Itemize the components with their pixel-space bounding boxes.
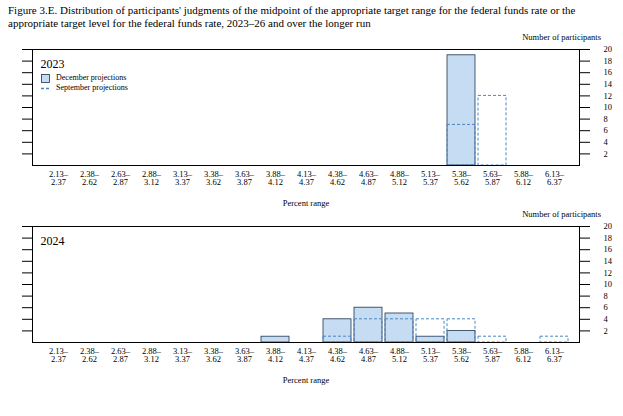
svg-text:18: 18 xyxy=(604,233,613,243)
svg-text:4: 4 xyxy=(604,314,609,324)
svg-text:4.38–4.62: 4.38–4.62 xyxy=(328,169,348,188)
svg-text:4.13–4.37: 4.13–4.37 xyxy=(297,346,317,365)
html-text:September projections: September projections xyxy=(56,83,128,92)
svg-text:20: 20 xyxy=(604,44,613,54)
html-text:Figure 3.E. Distribution of pa: Figure 3.E. Distribution of participants… xyxy=(8,4,576,29)
svg-text:4.38–4.62: 4.38–4.62 xyxy=(328,346,348,365)
svg-text:5.88–6.12: 5.88–6.12 xyxy=(514,346,534,365)
svg-text:6.13–6.37: 6.13–6.37 xyxy=(545,169,565,188)
svg-text:2.63–2.87: 2.63–2.87 xyxy=(111,346,131,365)
svg-text:5.38–5.62: 5.38–5.62 xyxy=(452,346,472,365)
svg-text:14: 14 xyxy=(604,256,613,266)
svg-text:5.13–5.37: 5.13–5.37 xyxy=(421,346,441,365)
svg-text:4: 4 xyxy=(604,137,609,147)
svg-text:3.38–3.62: 3.38–3.62 xyxy=(204,346,224,365)
svg-text:2: 2 xyxy=(604,149,608,159)
svg-text:18: 18 xyxy=(604,56,613,66)
svg-text:20: 20 xyxy=(604,221,613,231)
svg-text:2.88–3.12: 2.88–3.12 xyxy=(142,169,162,188)
svg-text:4.13–4.37: 4.13–4.37 xyxy=(297,169,317,188)
svg-text:8: 8 xyxy=(604,114,608,124)
html-text:December projections: December projections xyxy=(56,73,127,82)
svg-text:6: 6 xyxy=(604,302,608,312)
svg-text:3.88–4.12: 3.88–4.12 xyxy=(266,346,286,365)
svg-text:8: 8 xyxy=(604,291,608,301)
svg-text:5.88–6.12: 5.88–6.12 xyxy=(514,169,534,188)
svg-text:2: 2 xyxy=(604,326,608,336)
svg-text:12: 12 xyxy=(604,91,613,101)
svg-text:2023: 2023 xyxy=(41,57,65,71)
svg-text:5.63–5.87: 5.63–5.87 xyxy=(483,169,503,188)
svg-text:3.13–3.37: 3.13–3.37 xyxy=(173,169,193,188)
svg-text:2024: 2024 xyxy=(41,234,65,248)
svg-text:5.13–5.37: 5.13–5.37 xyxy=(421,169,441,188)
html-text:Number of participants: Number of participants xyxy=(522,32,601,42)
svg-text:14: 14 xyxy=(604,79,613,89)
svg-text:2.38–2.62: 2.38–2.62 xyxy=(80,169,100,188)
svg-text:10: 10 xyxy=(604,279,613,289)
svg-text:16: 16 xyxy=(604,67,613,77)
svg-text:5.63–5.87: 5.63–5.87 xyxy=(483,346,503,365)
svg-text:Percent range: Percent range xyxy=(283,198,330,208)
svg-text:6: 6 xyxy=(604,125,608,135)
svg-text:12: 12 xyxy=(604,268,613,278)
svg-text:4.88–5.12: 4.88–5.12 xyxy=(390,169,410,188)
svg-text:3.88–4.12: 3.88–4.12 xyxy=(266,169,286,188)
svg-text:2.63–2.87: 2.63–2.87 xyxy=(111,169,131,188)
svg-text:2.88–3.12: 2.88–3.12 xyxy=(142,346,162,365)
svg-text:2.13–2.37: 2.13–2.37 xyxy=(49,169,69,188)
svg-text:4.63–4.87: 4.63–4.87 xyxy=(359,346,379,365)
svg-text:10: 10 xyxy=(604,102,613,112)
svg-text:Percent range: Percent range xyxy=(283,375,330,385)
svg-text:3.13–3.37: 3.13–3.37 xyxy=(173,346,193,365)
svg-text:3.63–3.87: 3.63–3.87 xyxy=(235,169,255,188)
svg-text:3.38–3.62: 3.38–3.62 xyxy=(204,169,224,188)
svg-text:3.63–3.87: 3.63–3.87 xyxy=(235,346,255,365)
svg-text:4.63–4.87: 4.63–4.87 xyxy=(359,169,379,188)
html-text:Number of participants: Number of participants xyxy=(522,209,601,219)
svg-text:6.13–6.37: 6.13–6.37 xyxy=(545,346,565,365)
svg-text:2.13–2.37: 2.13–2.37 xyxy=(49,346,69,365)
svg-text:5.38–5.62: 5.38–5.62 xyxy=(452,169,472,188)
svg-text:4.88–5.12: 4.88–5.12 xyxy=(390,346,410,365)
svg-text:16: 16 xyxy=(604,244,613,254)
svg-text:2.38–2.62: 2.38–2.62 xyxy=(80,346,100,365)
